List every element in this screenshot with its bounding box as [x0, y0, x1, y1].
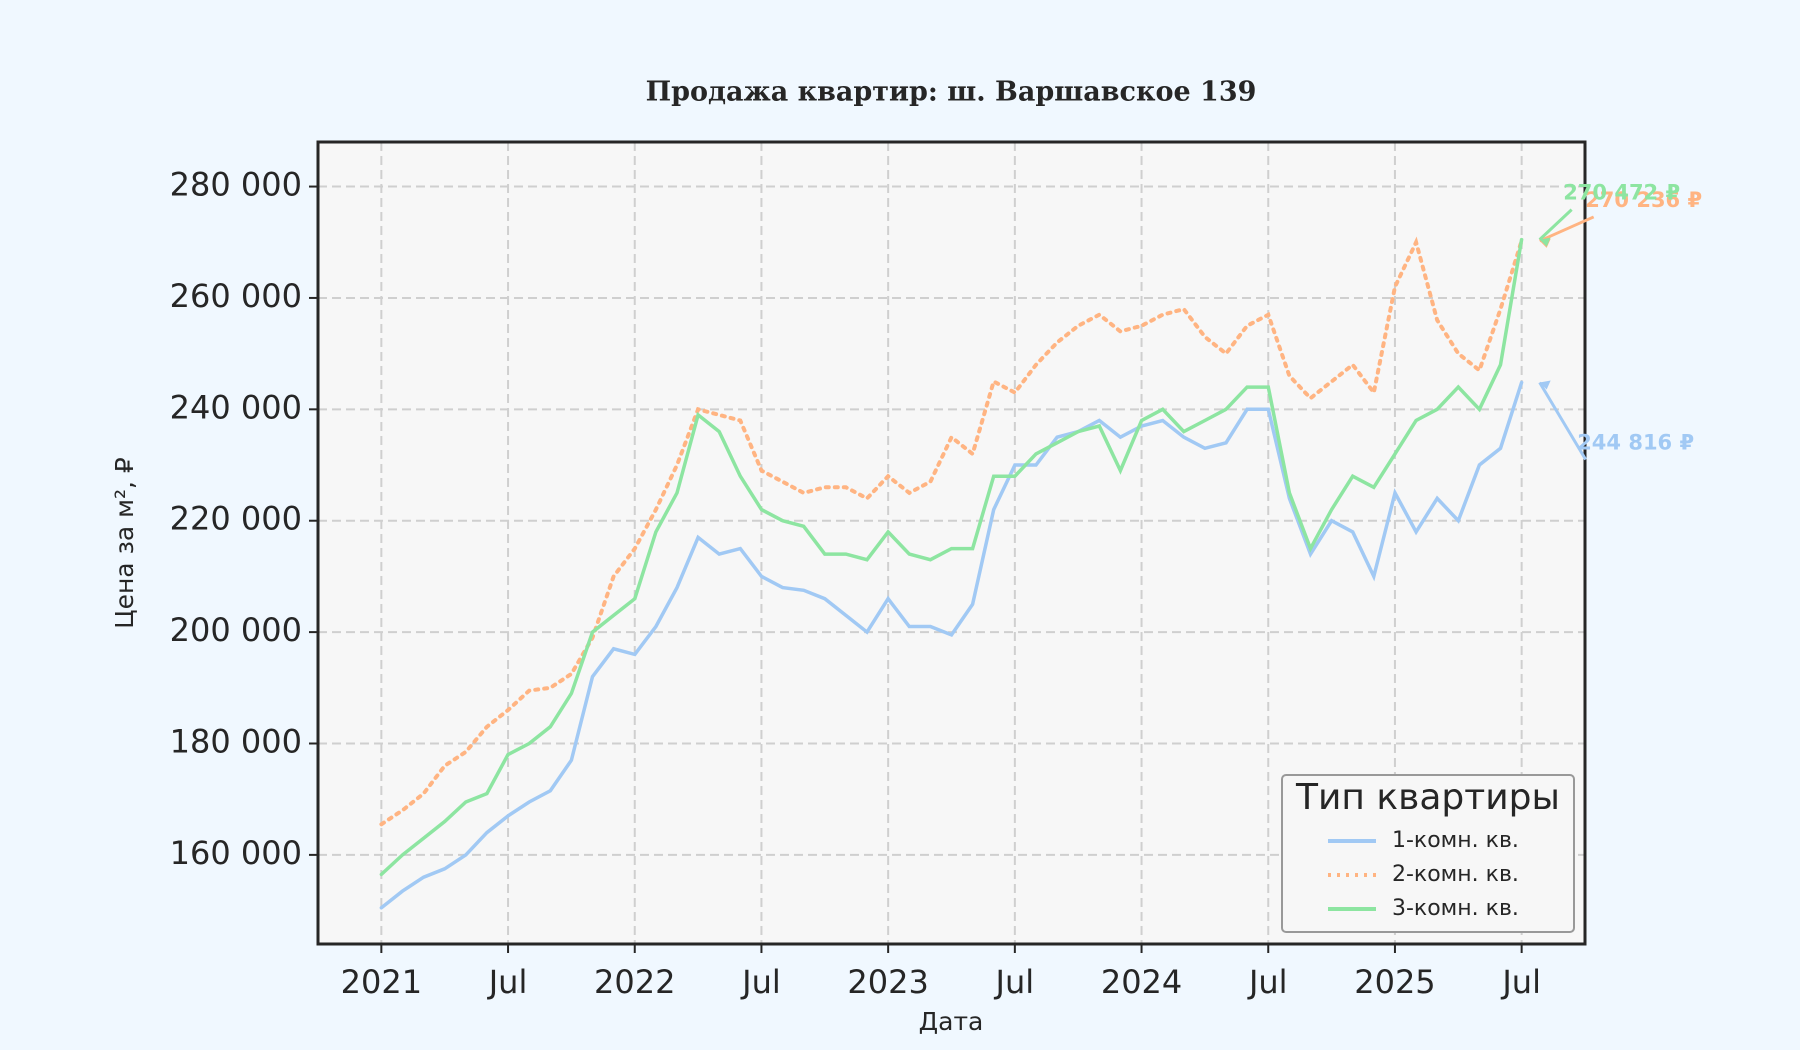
x-tick-label: Jul — [994, 963, 1035, 1001]
annotation-label: 270 472 ₽ — [1563, 181, 1680, 205]
annotation-arrow — [1538, 208, 1573, 241]
y-tick-label: 220 000 — [170, 500, 302, 538]
annotation-arrow — [1538, 381, 1587, 461]
x-tick-label: 2021 — [341, 963, 422, 1001]
y-tick-label: 240 000 — [170, 388, 302, 426]
annotation-arrowhead — [1539, 380, 1551, 390]
plot-frame — [316, 140, 1587, 946]
x-tick-label: Jul — [1500, 963, 1541, 1001]
legend-label: 2-комн. кв. — [1392, 862, 1519, 887]
x-tick-label: 2022 — [594, 963, 675, 1001]
annotation-arrow — [1539, 215, 1595, 243]
annotation-label: 270 236 ₽ — [1585, 188, 1702, 212]
x-tick-label: 2024 — [1101, 963, 1182, 1001]
y-tick-label: 200 000 — [170, 611, 302, 649]
x-axis-label: Дата — [919, 1007, 984, 1036]
y-tick-label: 180 000 — [170, 723, 302, 761]
series-line — [379, 380, 1524, 910]
x-tick-label: 2025 — [1354, 963, 1435, 1001]
legend: Тип квартиры 1-комн. кв. 2-комн. кв. 3-ком… — [1281, 774, 1575, 933]
y-tick-label: 260 000 — [170, 277, 302, 315]
x-tick-label: Jul — [740, 963, 781, 1001]
legend-title: Тип квартиры — [1295, 777, 1560, 818]
series-lines — [379, 236, 1524, 910]
annotation-label: 244 816 ₽ — [1577, 431, 1694, 455]
series-line — [379, 237, 1524, 877]
y-tick-label: 280 000 — [170, 166, 302, 204]
legend-label: 1-комн. кв. — [1392, 828, 1519, 853]
annotation-arrowhead — [1539, 237, 1551, 247]
y-tick-label: 160 000 — [170, 834, 302, 872]
chart-title: Продажа квартир: ш. Варшавское 139 — [646, 77, 1257, 108]
y-axis-label: Цена за м², ₽ — [110, 457, 139, 629]
x-tick-label: Jul — [487, 963, 528, 1001]
series-line — [379, 236, 1524, 827]
legend-label: 3-комн. кв. — [1392, 896, 1519, 921]
legend-box — [1281, 774, 1575, 933]
x-tick-label: Jul — [1247, 963, 1288, 1001]
x-tick-label: 2023 — [847, 963, 928, 1001]
